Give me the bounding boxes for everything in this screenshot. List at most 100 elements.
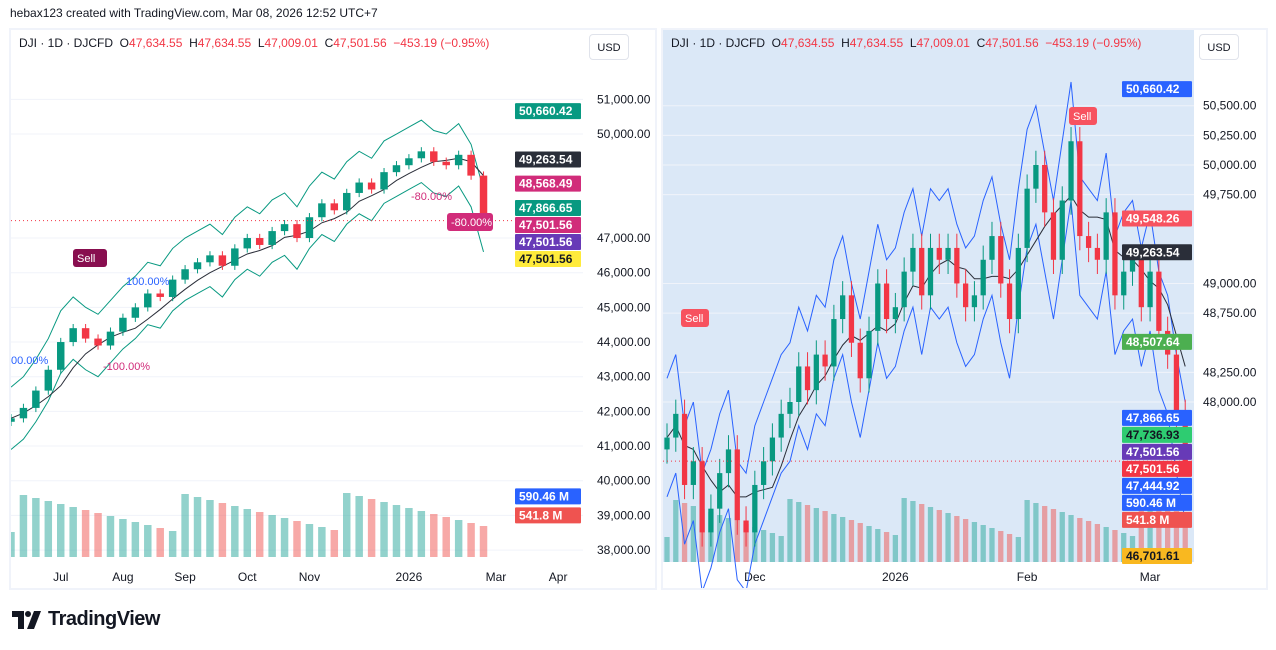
price-label-tag <box>1122 244 1192 261</box>
high-label: H <box>841 36 850 50</box>
volume-bar <box>44 501 53 557</box>
candle-body <box>954 247 960 284</box>
candle-body <box>813 354 819 391</box>
volume-bar <box>243 509 251 557</box>
candle-body <box>231 248 239 266</box>
y-tick-label: 49,750.00 <box>1203 188 1257 202</box>
price-label-tag <box>1122 494 1192 511</box>
volume-bar <box>367 499 376 557</box>
tradingview-logo[interactable]: TradingView <box>12 608 160 631</box>
high-value: 47,634.55 <box>849 36 904 50</box>
candle-body <box>243 238 251 249</box>
candle-body <box>980 259 986 296</box>
price-label-tag <box>515 250 581 267</box>
y-tick-label: 48,250.00 <box>1203 365 1257 379</box>
y-tick-label: 38,000.00 <box>597 543 651 557</box>
price-label: 590.46 M <box>1126 496 1176 510</box>
candle-body <box>673 413 679 438</box>
volume-bar <box>268 515 276 557</box>
fib-level-label: -100.00% <box>103 361 150 373</box>
candle-body <box>380 172 388 190</box>
x-tick-label: Nov <box>299 570 320 584</box>
x-tick-label: 2026 <box>396 570 423 584</box>
volume-bar <box>1121 533 1127 562</box>
fib-level-label: 00.00% <box>11 355 49 367</box>
volume-bar <box>231 506 239 557</box>
x-tick-label: 2026 <box>882 570 909 584</box>
volume-bar <box>305 524 314 557</box>
price-label-tag <box>1122 409 1192 426</box>
volume-bar <box>69 507 77 557</box>
right-chart-panel[interactable]: DJI · 1D · DJCFD O47,634.55 H47,634.55 L… <box>661 28 1268 590</box>
volume-bar <box>280 518 289 557</box>
volume-bar <box>417 511 426 557</box>
volume-bar <box>343 493 351 557</box>
candle-body <box>442 161 450 166</box>
volume-bar <box>144 525 152 557</box>
volume-bar <box>787 499 793 562</box>
volume-bar <box>168 531 177 557</box>
volume-bar <box>293 521 301 557</box>
volume-bar <box>1059 512 1065 562</box>
volume-bar <box>945 513 951 562</box>
candle-body <box>734 449 740 521</box>
volume-bar <box>717 515 723 562</box>
candle-body <box>699 461 705 533</box>
volume-bar <box>954 516 960 562</box>
y-tick-label: 50,000.00 <box>1203 158 1257 172</box>
currency-button[interactable]: USD <box>1199 34 1239 60</box>
low-value: 47,009.01 <box>916 36 970 50</box>
volume-bar <box>318 527 326 557</box>
x-tick-label: Sep <box>174 570 196 584</box>
sell-signal-badge <box>447 213 493 231</box>
close-value: 47,501.56 <box>333 36 387 50</box>
right-price-chart[interactable]: 50,500.00 50,250.00 50,000.00 49,750.00 49,0… <box>663 30 1268 590</box>
volume-bar <box>910 501 916 562</box>
candle-body <box>1112 212 1118 296</box>
candle-body <box>57 342 65 370</box>
candle-body <box>193 262 202 270</box>
volume-bar <box>769 533 776 562</box>
volume-bar <box>962 519 969 562</box>
candle-body <box>131 307 140 318</box>
y-tick-label: 40,000.00 <box>597 474 651 488</box>
candle-body <box>268 231 276 245</box>
candle-body <box>1077 141 1083 237</box>
price-label: 48,568.49 <box>519 177 573 191</box>
currency-button[interactable]: USD <box>589 34 629 60</box>
price-label: 50,660.42 <box>519 104 573 118</box>
candle-body <box>218 255 227 266</box>
candle-body <box>796 366 802 402</box>
chart-credit: hebax123 created with TradingView.com, M… <box>10 6 378 20</box>
x-tick-label: Mar <box>486 570 507 584</box>
volume-bar <box>875 529 881 562</box>
candle-body <box>81 328 90 339</box>
candle-body <box>708 508 714 533</box>
volume-bar <box>760 530 767 562</box>
price-label-tag <box>515 216 581 233</box>
candle-body <box>866 330 872 379</box>
left-price-chart[interactable]: 51,000.00 50,000.00 47,000.00 46,000.00 45,0… <box>11 30 657 590</box>
candle-body <box>106 331 115 346</box>
volume-bar <box>971 522 978 562</box>
candle-body <box>883 283 890 320</box>
volume-bar <box>1182 514 1188 562</box>
candle-body <box>989 236 995 260</box>
candle-body <box>1033 164 1039 189</box>
left-chart-panel[interactable]: DJI · 1D · DJCFD O47,634.55 H47,634.55 L… <box>9 28 657 590</box>
price-label-tag <box>1122 477 1192 494</box>
candle-body <box>405 158 413 166</box>
symbol-legend: DJI · 1D · DJCFD O47,634.55 H47,634.55 L… <box>671 36 1141 50</box>
candle-body <box>1050 212 1057 260</box>
candle-body <box>343 192 351 211</box>
price-label: 541.8 M <box>519 508 562 522</box>
volume-bar <box>32 498 40 557</box>
volume-bar <box>467 523 475 557</box>
volume-bar <box>355 496 363 557</box>
price-label-tag <box>515 151 581 168</box>
volume-bar <box>927 507 934 562</box>
candle-body <box>892 307 899 320</box>
change-value: −453.19 (−0.95%) <box>393 36 490 50</box>
candle-body <box>430 151 438 162</box>
candle-body <box>681 413 688 485</box>
